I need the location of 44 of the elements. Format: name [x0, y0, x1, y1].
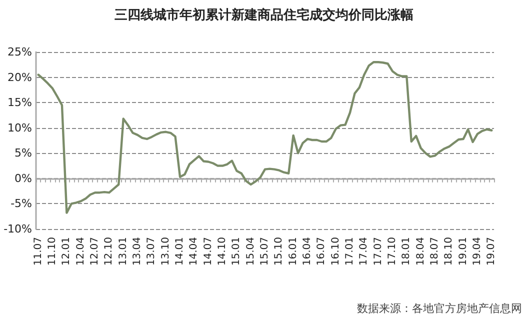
y-tick-label: 5%	[14, 146, 32, 160]
x-tick-label: 12.01	[61, 237, 72, 266]
x-tick-label: 15.10	[274, 237, 285, 266]
line-series	[37, 61, 493, 214]
x-tick-label: 15.04	[245, 237, 256, 266]
source-note: 数据来源：各地官方房地产信息网	[357, 302, 522, 315]
x-tick-label: 14.04	[188, 237, 200, 266]
y-tick-label: 25%	[8, 46, 32, 58]
x-tick-label: 17.04	[358, 237, 370, 266]
x-tick-label: 19.04	[472, 237, 483, 266]
x-tick-label: 11.07	[32, 237, 44, 266]
x-tick-label: 18.01	[401, 237, 412, 266]
x-tick-label: 19.07	[486, 237, 498, 266]
y-tick-label: 0%	[14, 172, 32, 185]
x-tick-label: 14.10	[217, 237, 228, 266]
x-tick-label: 18.04	[415, 237, 426, 266]
x-tick-label: 14.07	[202, 237, 214, 266]
x-tick-label: 15.01	[231, 237, 242, 266]
x-tick-label: 13.01	[118, 237, 129, 266]
x-tick-label: 16.10	[330, 237, 342, 266]
x-tick-label: 15.07	[260, 237, 270, 266]
y-tick-label: 10%	[8, 121, 32, 134]
x-tick-label: 13.04	[132, 237, 144, 266]
y-tick-label: -5%	[10, 197, 32, 210]
x-tick-label: 16.01	[288, 237, 299, 266]
y-tick-label: 20%	[8, 70, 32, 84]
x-tick-label: 16.04	[302, 237, 313, 266]
x-tick-label: 12.04	[75, 237, 86, 266]
x-tick-label: 17.01	[344, 237, 356, 266]
x-tick-label: 16.07	[316, 237, 328, 266]
x-tick-label: 12.07	[90, 237, 101, 266]
x-tick-label: 12.10	[104, 237, 115, 266]
chart-title: 三四线城市年初累计新建商品住宅成交均价同比涨幅	[114, 7, 414, 23]
x-tick-label: 13.10	[160, 237, 172, 266]
x-tick-label: 18.10	[444, 237, 455, 266]
y-tick-label: 15%	[8, 96, 32, 110]
x-tick-label: 19.01	[458, 237, 469, 266]
x-tick-label: 17.07	[372, 237, 384, 266]
x-tick-label: 14.01	[174, 237, 186, 266]
x-tick-label: 13.07	[146, 237, 158, 266]
x-tick-label: 18.07	[429, 237, 440, 266]
x-tick-label: 11.10	[47, 237, 58, 266]
y-tick-label: -10%	[4, 222, 32, 236]
x-tick-label: 17.10	[386, 237, 398, 266]
